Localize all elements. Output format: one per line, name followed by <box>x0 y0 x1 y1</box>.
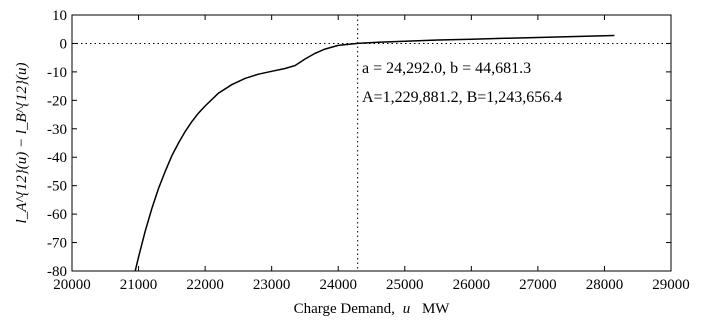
y-tick-label: -10 <box>47 65 67 81</box>
x-tick-label: 20000 <box>53 277 91 293</box>
x-tick-label: 21000 <box>120 277 158 293</box>
y-tick-label: -50 <box>47 179 67 195</box>
annotation-interval: a = 24,292.0, b = 44,681.3 <box>362 60 531 77</box>
annotation-costs: A=1,229,881.2, B=1,243,656.4 <box>362 89 562 106</box>
x-tick-label: 28000 <box>586 277 624 293</box>
x-axis-label-var: u <box>403 301 411 317</box>
x-tick-label: 27000 <box>519 277 557 293</box>
y-tick-label: -20 <box>47 93 67 109</box>
y-tick-label: -80 <box>47 264 67 280</box>
x-tick-label: 29000 <box>652 277 690 293</box>
y-tick-label: -70 <box>47 236 67 252</box>
x-tick-label: 26000 <box>453 277 491 293</box>
x-tick-label: 23000 <box>253 277 291 293</box>
y-tick-label: -30 <box>47 122 67 138</box>
y-axis-label: l_A^{12}(u) − l_B^{12}(u) <box>14 63 30 224</box>
x-tick-label: 25000 <box>386 277 424 293</box>
x-axis-label-main: Charge Demand, <box>294 301 395 317</box>
series-line <box>134 34 615 272</box>
plot-frame <box>71 14 672 272</box>
x-tick-label: 22000 <box>186 277 224 293</box>
x-axis-label: Charge Demand, u MW <box>294 301 451 317</box>
x-axis-label-unit: MW <box>422 301 450 317</box>
data-series <box>134 34 615 272</box>
ticks: 20000 21000 22000 23000 24000 25000 26000 27000… <box>47 8 690 293</box>
y-tick-label: -60 <box>47 207 67 223</box>
y-tick-label: 10 <box>52 8 67 24</box>
y-tick-label: -40 <box>47 150 67 166</box>
x-tick-label: 24000 <box>319 277 357 293</box>
reference-lines <box>72 15 671 271</box>
y-tick-label: 0 <box>60 36 68 52</box>
